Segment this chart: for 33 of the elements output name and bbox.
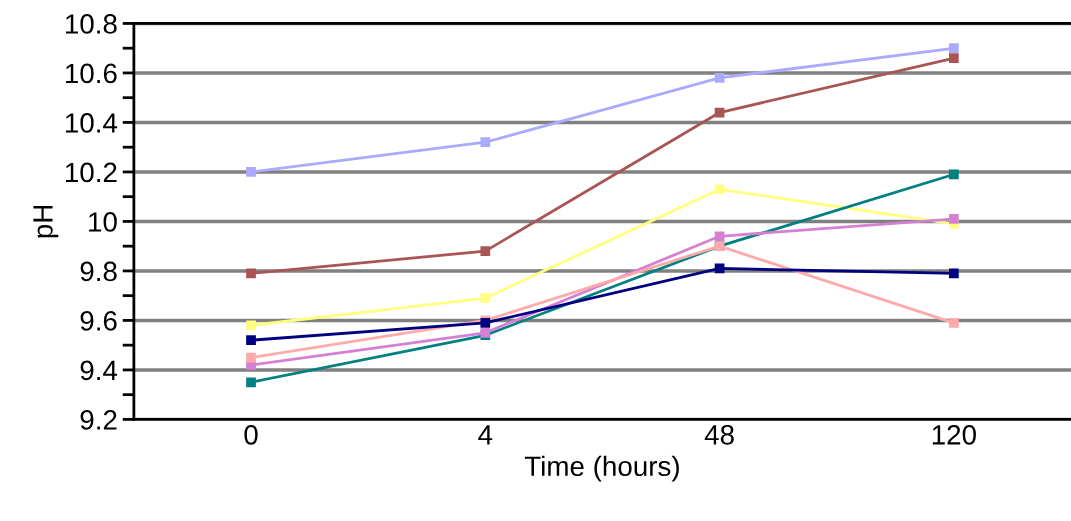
point: [246, 167, 256, 177]
point: [246, 377, 256, 388]
point: [480, 293, 491, 304]
y-tick-label: 10.8: [65, 14, 117, 34]
point: [948, 169, 959, 180]
point: [246, 335, 256, 346]
y-tick-label: 10.6: [65, 63, 117, 84]
point: [714, 231, 725, 242]
y-tick-label: 10.4: [65, 113, 118, 133]
y-axis-title: pH: [33, 205, 59, 238]
y-tick-label: 10.2: [65, 162, 117, 183]
y-tick-label: 9.2: [80, 410, 117, 430]
point: [246, 268, 256, 279]
x-tick-label: 48: [704, 425, 734, 445]
point: [714, 184, 725, 195]
point: [246, 320, 256, 331]
x-tick-label: 120: [932, 425, 976, 445]
y-tick-label: 9.8: [80, 261, 117, 282]
point: [246, 352, 256, 363]
x-axis-title: Time (hours): [524, 455, 679, 482]
point: [948, 268, 959, 279]
y-tick-label: 10: [89, 212, 117, 232]
x-tick-label: 4: [478, 425, 493, 445]
point: [480, 137, 491, 148]
point: [480, 246, 491, 256]
point: [948, 214, 959, 224]
point: [948, 53, 959, 63]
y-tick-label: 9.4: [80, 360, 118, 381]
x-tick-label: 0: [244, 425, 258, 445]
point: [948, 43, 959, 54]
y-tick-label: 9.6: [80, 311, 117, 331]
point: [948, 318, 959, 328]
point: [714, 73, 725, 83]
